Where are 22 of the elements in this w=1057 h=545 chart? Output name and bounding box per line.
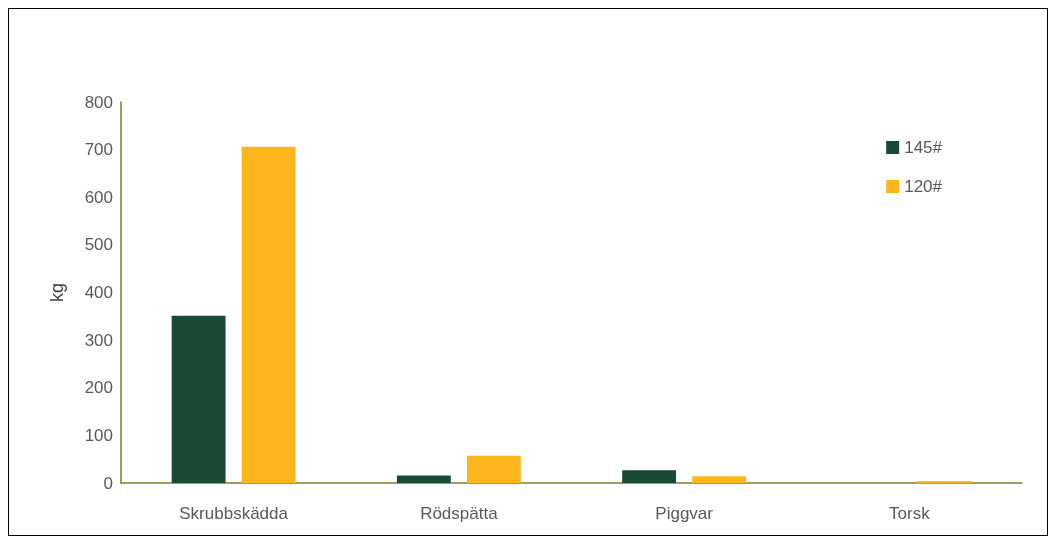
bar (241, 146, 296, 483)
y-tick-label: 600 (84, 187, 113, 207)
y-tick-label: 800 (84, 92, 113, 112)
y-tick-label: 200 (84, 378, 113, 398)
x-tick-label: Torsk (889, 504, 931, 523)
bar (171, 315, 226, 483)
bar (466, 455, 521, 483)
y-tick-label: 400 (84, 283, 113, 302)
x-tick-label: Rödspätta (420, 504, 499, 523)
y-axis-title: kg (47, 282, 67, 303)
legend-label: 120# (904, 177, 943, 196)
y-tick-label: 300 (84, 330, 113, 350)
x-tick-label: Skrubbskädda (179, 504, 289, 523)
bar (396, 475, 451, 483)
legend-label: 145# (904, 138, 943, 157)
x-tick-label: Piggvar (655, 504, 714, 523)
y-tick-label: 500 (84, 235, 113, 255)
bar (622, 470, 677, 483)
bar (692, 476, 747, 483)
y-tick-label: 700 (84, 140, 113, 160)
y-tick-label: 100 (84, 425, 113, 445)
y-tick-label: 0 (103, 473, 113, 493)
